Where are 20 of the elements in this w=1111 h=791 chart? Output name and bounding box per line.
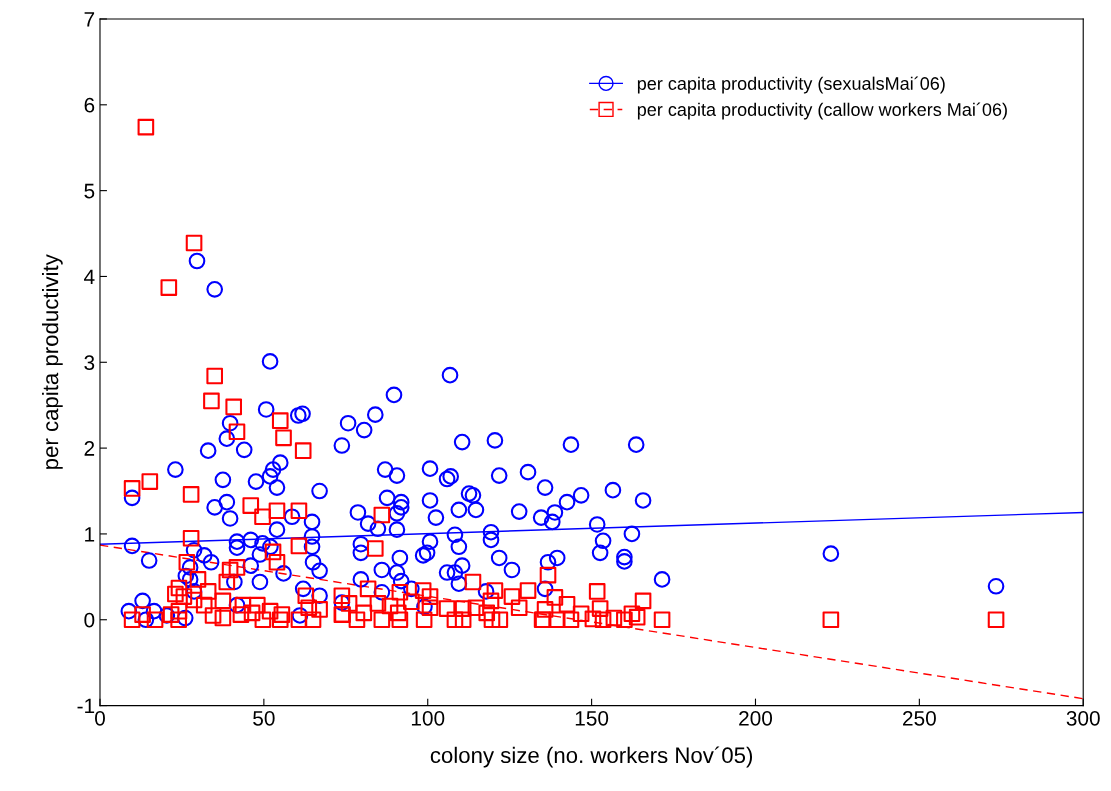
y-tick-label: 5 [84,183,95,199]
y-tick-label: -1 [77,698,95,714]
x-tick-label: 300 [1066,710,1100,726]
y-tick-label: 3 [84,355,95,371]
legend-label: per capita productivity (sexualsMai´06) [637,76,945,94]
y-axis-title: per capita productivity [42,254,63,469]
x-tick-label: 100 [411,710,445,726]
y-tick-label: 0 [84,612,95,628]
y-tick-label: 2 [84,441,95,456]
y-tick-label: 6 [84,97,95,113]
legend-label: per capita productivity (callow workers Mai´06) [637,102,1007,120]
x-tick-label: 200 [739,710,773,726]
x-tick-label: 250 [903,710,936,726]
x-tick-label: 150 [575,710,609,726]
y-tick-label: 7 [84,12,95,27]
y-tick-label: 4 [84,269,95,284]
x-axis-title: colony size (no. workers Nov´05) [430,746,753,768]
x-tick-label: 0 [95,710,105,726]
y-tick-label: 1 [85,527,95,542]
x-tick-label: 50 [253,710,275,726]
